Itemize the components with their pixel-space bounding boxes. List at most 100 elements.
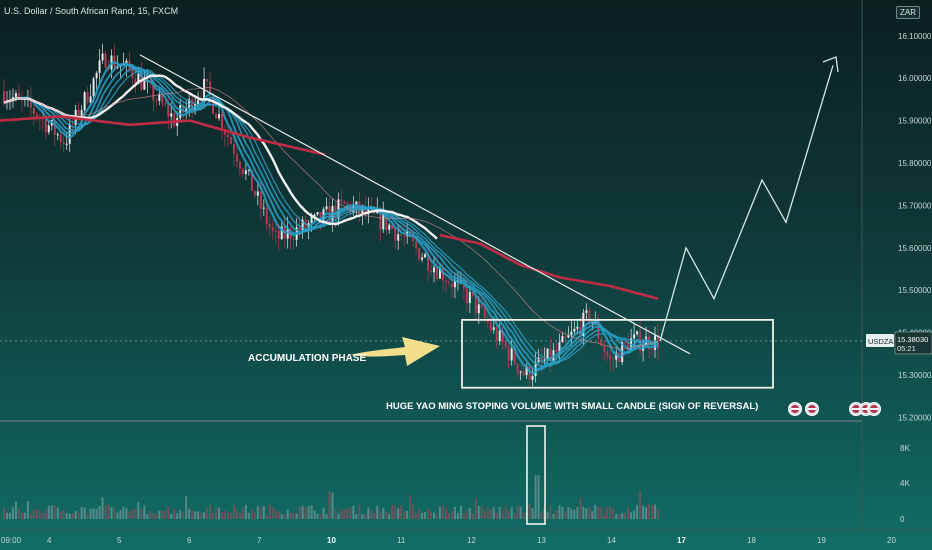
volume-bar xyxy=(292,512,295,519)
volume-bar xyxy=(453,506,456,519)
symbol-title[interactable]: U.S. Dollar / South African Rand, 15, FX… xyxy=(4,6,179,16)
time-tick-label: 7 xyxy=(257,536,262,545)
volume-bar xyxy=(110,507,113,519)
volume-bar xyxy=(50,505,53,519)
candle xyxy=(636,330,639,337)
volume-bar xyxy=(271,506,274,519)
volume-bars xyxy=(3,475,659,519)
volume-bar xyxy=(391,505,394,519)
volume-bar xyxy=(41,513,44,519)
volume-bar xyxy=(298,506,301,519)
volume-bar xyxy=(427,508,430,519)
event-flag-icon[interactable] xyxy=(849,402,863,416)
price-tick-label: 16.10000 xyxy=(898,32,932,41)
volume-bar xyxy=(307,505,310,519)
candle xyxy=(519,370,522,381)
volume-bar xyxy=(654,504,657,519)
time-tick-label: 6 xyxy=(187,536,192,545)
candle xyxy=(615,347,618,368)
volume-bar xyxy=(14,501,17,519)
volume-bar xyxy=(286,509,289,519)
volume-bar xyxy=(179,510,182,519)
price-tick-label: 15.90000 xyxy=(898,117,932,126)
time-tick-label: 19 xyxy=(817,536,826,545)
candle xyxy=(543,347,546,365)
trendline[interactable] xyxy=(139,54,691,355)
volume-bar xyxy=(540,512,543,519)
last-price-label: 15.38030 xyxy=(897,335,928,344)
volume-bar xyxy=(167,506,170,519)
volume-bar xyxy=(627,507,630,519)
candle xyxy=(340,190,343,211)
candle xyxy=(394,227,397,249)
volume-bar xyxy=(639,490,642,519)
volume-bar xyxy=(38,510,41,519)
candle xyxy=(421,253,424,263)
volume-bar xyxy=(361,514,364,519)
volume-highlight-box[interactable] xyxy=(526,425,546,525)
volume-bar xyxy=(268,504,271,519)
volume-bar xyxy=(642,505,645,519)
volume-bar xyxy=(316,513,319,519)
candle xyxy=(98,49,101,85)
volume-bar xyxy=(436,513,439,519)
volume-bar xyxy=(212,513,215,519)
event-flag-icon[interactable] xyxy=(867,402,881,416)
candle xyxy=(188,94,191,118)
volume-bar xyxy=(89,508,92,519)
volume-bar xyxy=(149,510,152,519)
volume-bar xyxy=(492,507,495,519)
candle xyxy=(47,120,50,135)
volume-bar xyxy=(385,511,388,519)
event-flag-icon[interactable] xyxy=(805,402,819,416)
volume-bar xyxy=(504,505,507,519)
volume-bar xyxy=(229,512,232,519)
time-tick-label: 10 xyxy=(327,536,336,545)
candle xyxy=(465,277,468,312)
volume-bar xyxy=(582,506,585,519)
volume-bar xyxy=(576,507,579,519)
volume-bar xyxy=(367,507,370,519)
reversal-label: HUGE YAO MING STOPING VOLUME WITH SMALL … xyxy=(386,401,758,412)
candle xyxy=(155,97,158,107)
volume-bar xyxy=(223,510,226,519)
volume-bar xyxy=(92,508,95,519)
volume-bar xyxy=(636,505,639,519)
volume-bar xyxy=(349,507,352,519)
volume-bar xyxy=(657,509,659,519)
time-tick-label: 18 xyxy=(747,536,756,545)
volume-bar xyxy=(319,514,322,519)
projection-path[interactable] xyxy=(659,65,834,342)
event-flag-icon[interactable] xyxy=(788,402,802,416)
volume-bar xyxy=(209,504,212,519)
volume-bar xyxy=(459,505,462,519)
candle xyxy=(424,252,427,259)
volume-bar xyxy=(612,509,615,519)
time-tick-label: 12 xyxy=(467,536,476,545)
price-tick-label: 15.60000 xyxy=(898,244,932,253)
volume-bar xyxy=(555,510,558,519)
volume-bar xyxy=(364,514,367,519)
price-tick-label: 15.50000 xyxy=(898,286,932,295)
accumulation-box[interactable] xyxy=(461,318,774,389)
volume-bar xyxy=(182,511,185,519)
candle xyxy=(316,211,319,217)
currency-badge[interactable]: ZAR xyxy=(896,6,920,19)
volume-tick-label: 8K xyxy=(900,444,910,453)
volume-bar xyxy=(265,514,268,519)
candle xyxy=(585,303,588,321)
volume-bar xyxy=(241,507,244,519)
volume-bar xyxy=(441,505,444,519)
volume-bar xyxy=(498,507,501,519)
volume-bar xyxy=(215,507,218,519)
volume-bar xyxy=(352,505,355,519)
volume-bar xyxy=(322,507,325,519)
candle xyxy=(268,216,271,237)
volume-bar xyxy=(489,509,492,519)
volume-bar xyxy=(301,506,304,519)
volume-bar xyxy=(585,508,588,519)
volume-bar xyxy=(439,506,441,519)
candle xyxy=(265,202,268,231)
